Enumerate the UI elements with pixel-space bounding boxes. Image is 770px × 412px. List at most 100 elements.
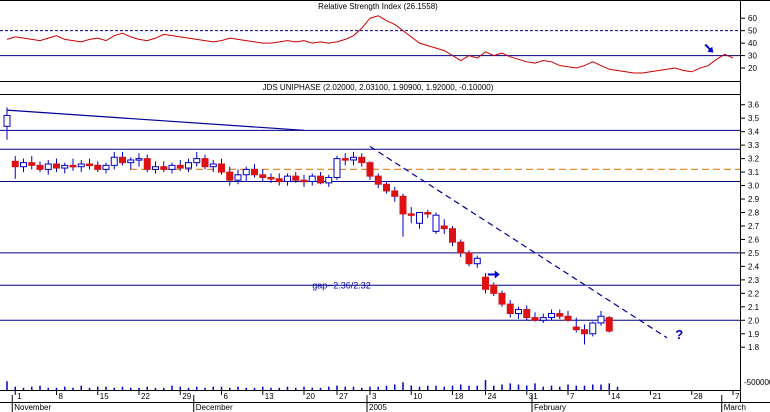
price-tick-label: 2.5 <box>748 249 760 258</box>
date-tick-label: 1 <box>17 392 22 401</box>
candle-body <box>300 179 308 183</box>
date-tick-label: 20 <box>306 392 315 401</box>
price-tick-label: 2.1 <box>748 303 760 312</box>
date-tick-label: 10 <box>413 392 422 401</box>
rsi-tick-label: 20 <box>748 64 757 73</box>
candle-body <box>152 166 159 170</box>
candle-body <box>325 176 333 184</box>
candle-body <box>506 303 514 315</box>
price-tick-label: 2.3 <box>748 276 760 285</box>
date-tick-label: 6 <box>224 392 229 401</box>
candle-body <box>498 292 506 305</box>
date-tick-label: 15 <box>100 392 109 401</box>
candle-body <box>531 317 539 321</box>
candle-body <box>36 164 44 170</box>
candle-body <box>3 115 11 127</box>
candle-body <box>564 315 572 321</box>
candle-body <box>44 163 52 170</box>
candle-body <box>209 163 217 168</box>
rsi-panel: 20 30 40 50 60 <box>0 14 757 74</box>
date-tick-label: 28 <box>694 392 703 401</box>
candle-body <box>333 158 341 178</box>
period-label: March <box>724 403 746 412</box>
candle-body <box>308 175 316 183</box>
candle-body <box>135 158 143 161</box>
candle-body <box>589 322 597 335</box>
price-tick-label: 1.9 <box>748 330 760 339</box>
candle-body <box>218 163 225 173</box>
candle-body <box>366 162 374 177</box>
candle-body <box>581 329 588 335</box>
candle-body <box>275 178 283 183</box>
candle-body <box>317 175 324 184</box>
candle-body <box>176 164 184 169</box>
upper-trend-line <box>6 109 305 131</box>
candle-body <box>457 241 465 254</box>
volume-panel <box>6 380 619 390</box>
candle-body <box>28 162 36 166</box>
candle-body <box>242 168 250 176</box>
candle-body <box>407 213 415 216</box>
candle-body <box>490 284 498 294</box>
candle-body <box>605 317 613 332</box>
price-tick-label: 1.8 <box>748 343 760 352</box>
candle-body <box>399 195 407 215</box>
price-tick-label: 3.3 <box>748 141 760 150</box>
price-tick-label: 2.7 <box>748 222 760 231</box>
volume-axis-label: -500000 <box>744 378 770 387</box>
price-title: JDS UNIPHASE (2.02000, 2.03100, 1.90900,… <box>263 83 494 92</box>
date-axis: 1 8 15 22 29 6 13 20 27 3 10 18 24 31 7 14 21 28 7November… <box>11 390 746 412</box>
date-tick-label: 21 <box>653 392 662 401</box>
date-tick-label: 22 <box>141 392 150 401</box>
candle-body <box>383 183 390 192</box>
candle-body <box>86 163 93 167</box>
gap-annotation: gap--2.36/2.32 <box>312 280 371 290</box>
date-tick-label: 8 <box>59 392 64 401</box>
candle-body <box>94 164 102 170</box>
candle-body <box>185 162 192 169</box>
downtrend-line <box>369 145 668 339</box>
candle-body <box>201 158 209 168</box>
price-tick-label: 2.6 <box>748 235 760 244</box>
price-panel: 3.6 3.5 3.4 3.3 3.2 3.1 3.0 2.9 2.8 2.7 2.6 2.5 2.4 2… <box>0 101 760 352</box>
date-tick-label: 31 <box>529 392 538 401</box>
candle-body <box>119 156 126 164</box>
price-tick-label: 2.4 <box>748 262 760 271</box>
price-tick-label: 3.0 <box>748 182 760 191</box>
candle-body <box>193 158 201 164</box>
rsi-tick-label: 60 <box>748 14 757 23</box>
date-tick-label: 27 <box>339 392 348 401</box>
date-tick-label: 24 <box>488 392 497 401</box>
candle-body <box>440 225 448 230</box>
question-mark-annotation: ? <box>675 327 683 342</box>
candle-body <box>350 156 357 161</box>
candle-body <box>539 317 547 321</box>
candle-body <box>341 158 349 161</box>
candle-body <box>127 159 135 164</box>
candle-body <box>168 164 176 170</box>
candle-body <box>20 162 27 168</box>
date-tick-label: 14 <box>611 392 620 401</box>
candle-body <box>449 228 456 243</box>
rsi-line <box>6 15 734 74</box>
candle-body <box>143 158 151 170</box>
candle-body <box>597 315 605 324</box>
date-tick-label: 7 <box>570 392 575 401</box>
period-label: February <box>534 403 566 412</box>
date-tick-label: 29 <box>182 392 191 401</box>
candle-body <box>523 309 531 319</box>
candle-body <box>69 164 77 168</box>
date-tick-label: 3 <box>372 392 377 401</box>
rsi-tick-label: 30 <box>748 52 757 61</box>
candle-body <box>251 168 258 176</box>
price-tick-label: 3.5 <box>748 114 760 123</box>
candle-body <box>61 164 69 169</box>
price-tick-label: 3.2 <box>748 155 760 164</box>
period-label: November <box>14 403 51 412</box>
candle-body <box>473 257 481 265</box>
price-tick-label: 2.2 <box>748 289 760 298</box>
price-tick-label: 2.0 <box>748 316 760 325</box>
date-tick-label: 7 <box>735 392 740 401</box>
